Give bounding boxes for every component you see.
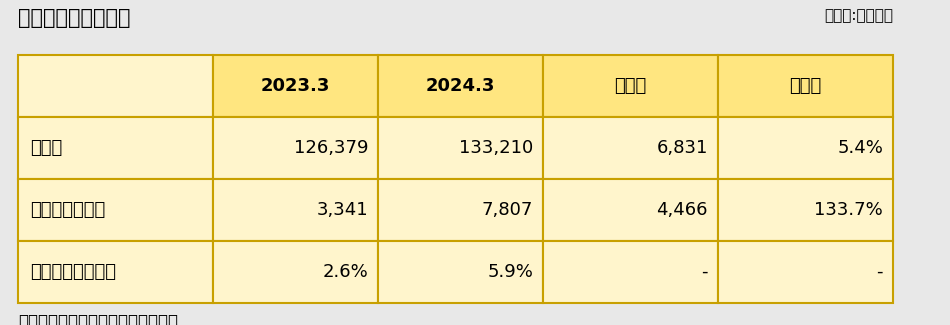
Text: 2.6%: 2.6% [322,263,368,281]
Bar [18,117,213,179]
Text: 増減率: 増減率 [789,77,822,95]
Text: ＊セグメント利益は営業利益ベース: ＊セグメント利益は営業利益ベース [18,313,178,325]
Bar [543,179,718,241]
Text: 6,831: 6,831 [656,139,708,157]
Bar [378,241,543,303]
Bar [718,117,893,179]
Bar [718,241,893,303]
Text: ビジネスウェア事業: ビジネスウェア事業 [18,8,130,28]
Bar [718,179,893,241]
Text: 5.9%: 5.9% [487,263,533,281]
Bar [378,179,543,241]
Text: セグメント利益: セグメント利益 [30,201,105,219]
Text: 126,379: 126,379 [294,139,368,157]
Bar [718,55,893,117]
Text: 5.4%: 5.4% [837,139,883,157]
Bar [213,117,378,179]
Bar [543,117,718,179]
Text: 7,807: 7,807 [482,201,533,219]
Bar [213,179,378,241]
Text: 2023.3: 2023.3 [261,77,331,95]
Text: （単位:百万円）: （単位:百万円） [824,8,893,23]
Text: -: - [701,263,708,281]
Bar [18,241,213,303]
Bar [18,55,213,117]
Bar [213,55,378,117]
Text: 増減額: 増減額 [615,77,647,95]
Text: 4,466: 4,466 [656,201,708,219]
Text: 133,210: 133,210 [459,139,533,157]
Text: 3,341: 3,341 [316,201,368,219]
Bar [543,55,718,117]
Bar [543,241,718,303]
Bar [18,179,213,241]
Text: 2024.3: 2024.3 [426,77,495,95]
Text: セグメント利益率: セグメント利益率 [30,263,116,281]
Bar [378,117,543,179]
Text: 133.7%: 133.7% [814,201,883,219]
Text: 売上高: 売上高 [30,139,63,157]
Bar [213,241,378,303]
Bar [378,55,543,117]
Text: -: - [877,263,883,281]
